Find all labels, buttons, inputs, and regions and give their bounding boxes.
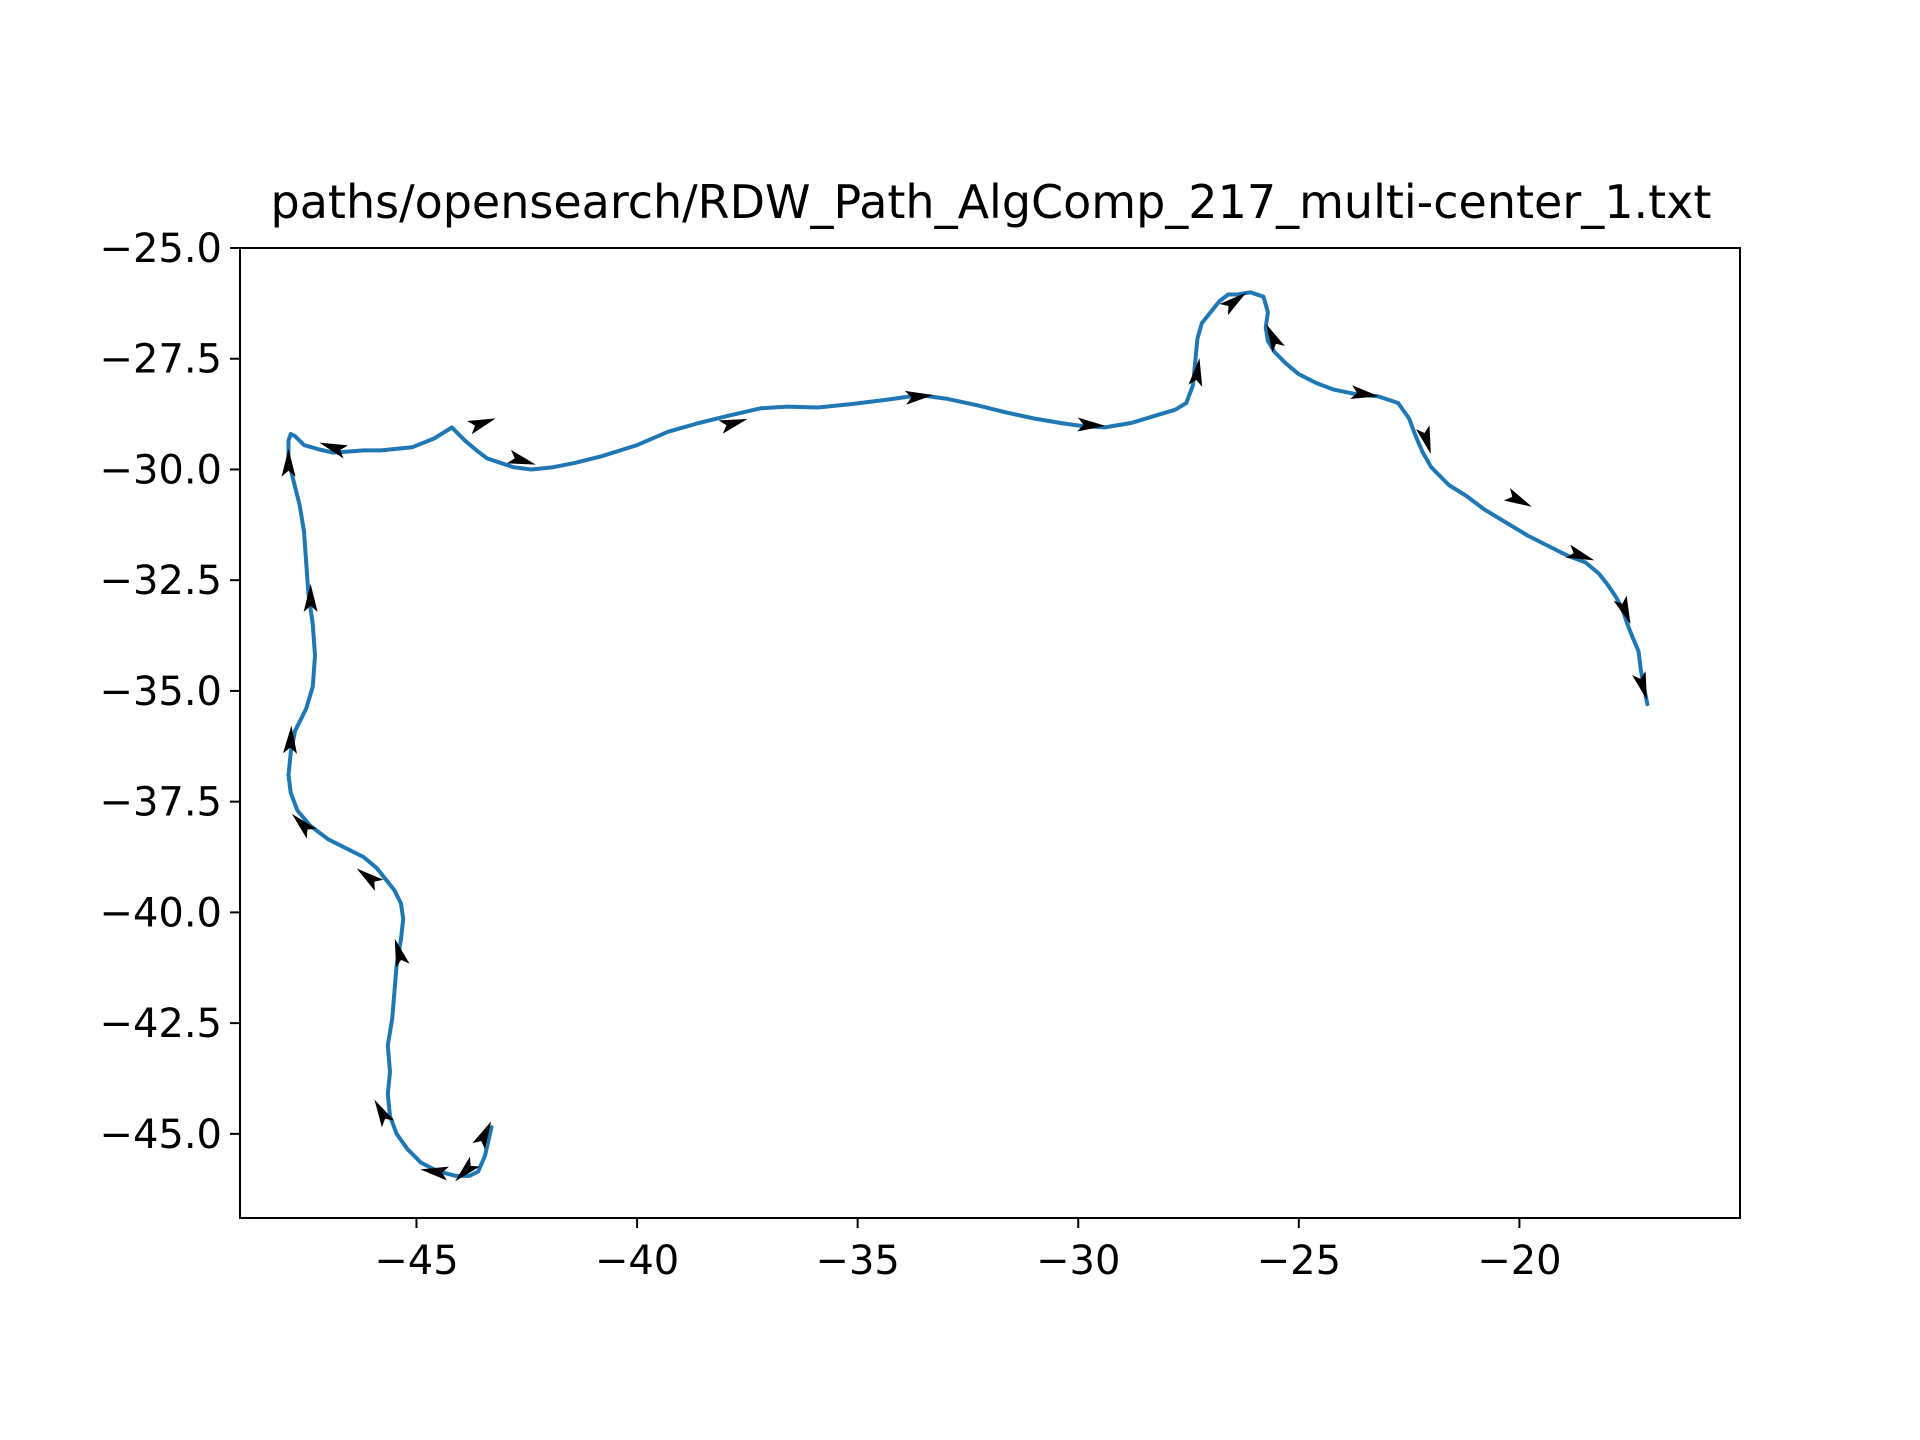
y-tick-label: −32.5 (99, 558, 222, 604)
direction-arrow-21 (1503, 487, 1532, 507)
y-tick-label: −45.0 (99, 1112, 222, 1158)
direction-arrow-1 (319, 442, 349, 459)
y-tick-label: −37.5 (99, 780, 222, 826)
direction-arrow-9 (455, 1156, 480, 1182)
path-line-0 (286, 290, 1650, 1178)
direction-arrow-16 (1188, 358, 1203, 387)
direction-arrow-17 (1219, 292, 1247, 316)
plot-area (286, 290, 1650, 1178)
direction-arrow-22 (1565, 544, 1595, 561)
direction-arrow-19 (1350, 385, 1379, 400)
direction-arrow-10 (472, 1121, 492, 1150)
x-tick-label: −25 (1257, 1238, 1341, 1284)
direction-arrow-18 (1266, 324, 1285, 353)
x-tick-label: −35 (815, 1238, 899, 1284)
y-tick-label: −27.5 (99, 337, 222, 383)
direction-arrow-23 (1613, 595, 1631, 625)
direction-arrow-11 (467, 418, 496, 435)
axes: −45 −40 −35 −30 −25 −20 −25.0 −27.5 −30.0 −32.5 −3… (99, 226, 1741, 1284)
direction-arrow-14 (904, 390, 934, 405)
y-tick-label: −35.0 (99, 669, 222, 715)
y-tick-label: −25.0 (99, 226, 222, 272)
direction-arrow-5 (356, 868, 384, 891)
direction-arrow-6 (394, 938, 410, 968)
y-tick-label: −42.5 (99, 1001, 222, 1047)
direction-arrows (281, 292, 1647, 1182)
direction-arrow-24 (1632, 671, 1647, 700)
direction-arrow-20 (1416, 425, 1431, 455)
direction-arrow-4 (291, 813, 317, 839)
direction-arrow-8 (420, 1166, 449, 1181)
direction-arrow-2 (303, 583, 318, 612)
direction-arrow-0 (281, 448, 296, 477)
direction-arrow-3 (283, 725, 297, 754)
x-tick-label: −45 (374, 1238, 458, 1284)
y-tick-label: −40.0 (99, 890, 222, 936)
direction-arrow-12 (506, 449, 536, 465)
direction-arrow-7 (374, 1099, 395, 1128)
x-tick-label: −30 (1036, 1238, 1120, 1284)
direction-arrow-13 (718, 418, 748, 434)
chart-title: paths/opensearch/RDW_Path_AlgComp_217_mu… (271, 175, 1712, 229)
direction-arrow-15 (1077, 417, 1106, 432)
x-tick-label: −20 (1477, 1238, 1561, 1284)
y-tick-label: −30.0 (99, 447, 222, 493)
x-tick-label: −40 (595, 1238, 679, 1284)
axes-frame (239, 247, 1741, 1219)
